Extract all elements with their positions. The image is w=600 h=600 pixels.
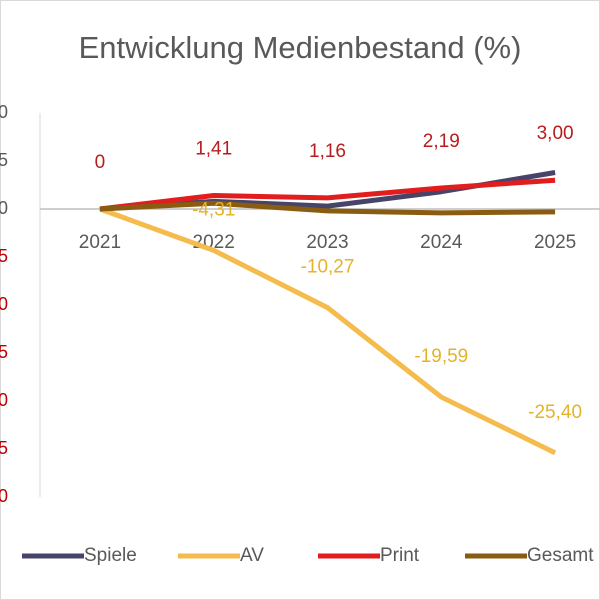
x-tick-label: 2025 [534,232,576,253]
data-label: 1,16 [309,141,346,162]
x-tick-label: 2021 [79,232,121,253]
chart-title: Entwicklung Medienbestand (%) [79,30,522,65]
data-label: -25,40 [528,402,582,423]
data-label: 3,00 [537,123,574,144]
data-label: -19,59 [414,346,468,367]
series-line [99,200,556,216]
y-tick-label: -5 [0,246,8,266]
series-line [99,206,557,456]
y-tick-label: -20 [0,390,8,410]
series-line [99,177,556,212]
x-tick-label: 2024 [420,232,463,253]
legend-label: Spiele [84,545,137,566]
y-tick-label: -30 [0,486,8,506]
y-tick-label: 5 [0,150,8,170]
data-label: 2,19 [423,131,460,152]
data-label: -10,27 [301,257,355,278]
data-label: 0 [95,152,106,173]
data-label: -4,31 [192,199,235,220]
y-tick-label: 10 [0,102,8,122]
y-tick-label: -10 [0,294,8,314]
x-tick-label: 2023 [306,232,348,253]
legend-label: Gesamt [527,545,594,566]
y-tick-label: -15 [0,342,8,362]
legend-label: Print [380,545,420,566]
y-tick-label: 0 [0,198,8,218]
legend-label: AV [240,545,264,566]
y-tick-label: -25 [0,438,8,458]
data-label: 1,41 [195,138,232,159]
